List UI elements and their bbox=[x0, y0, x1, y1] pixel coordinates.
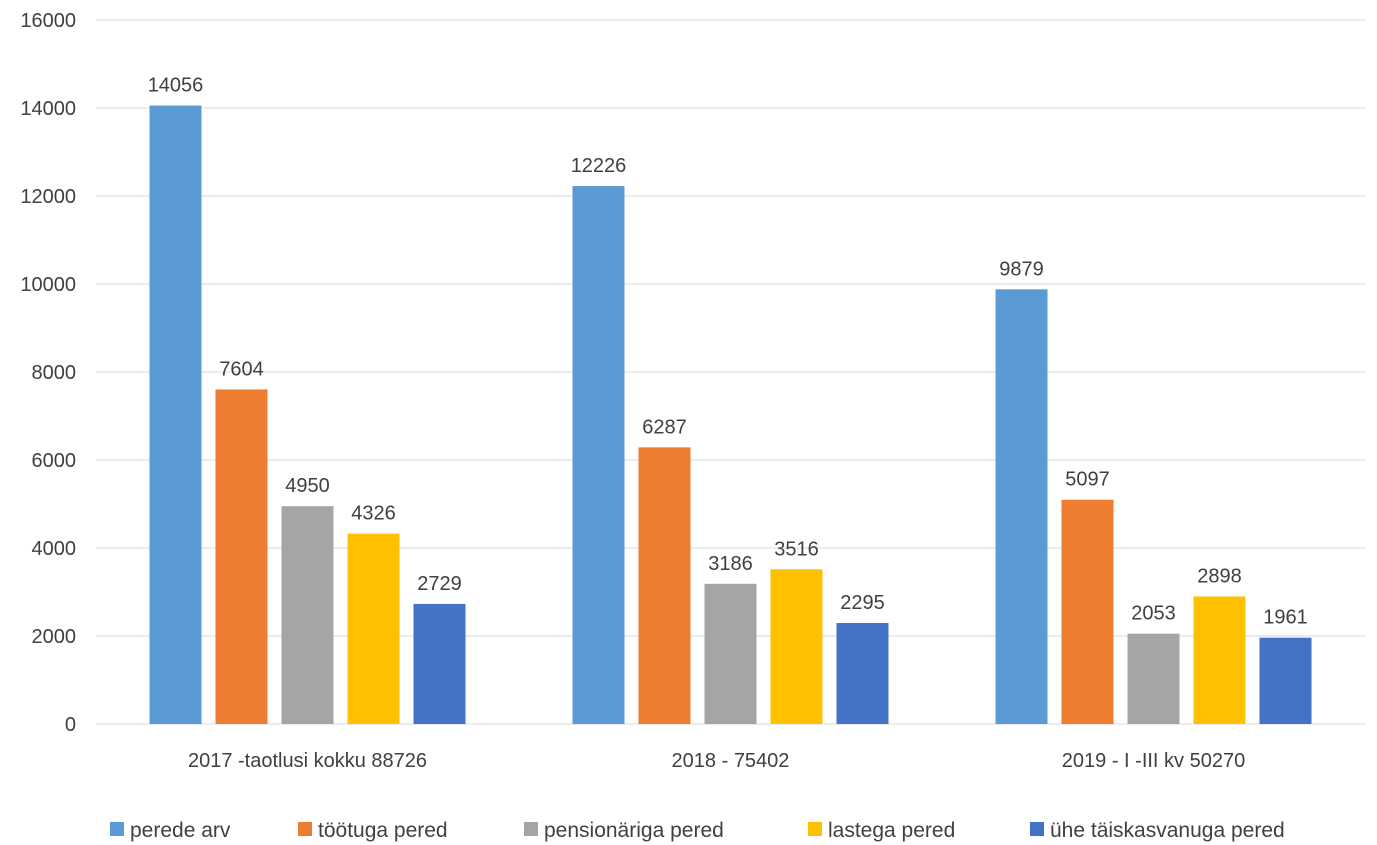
data-label: 6287 bbox=[642, 416, 687, 438]
bar bbox=[1127, 633, 1180, 724]
bar bbox=[995, 289, 1048, 724]
y-tick-label: 10000 bbox=[20, 274, 76, 296]
data-label: 12226 bbox=[571, 155, 627, 177]
x-category-label: 2019 - I -III kv 50270 bbox=[1062, 750, 1245, 772]
data-label: 4326 bbox=[351, 503, 396, 525]
legend: perede arv töötuga pered pensionäriga pere… bbox=[110, 819, 1285, 842]
data-label: 4950 bbox=[285, 475, 330, 497]
bar bbox=[770, 569, 823, 724]
x-category-label: 2017 -taotlusi kokku 88726 bbox=[188, 750, 427, 772]
bar bbox=[704, 583, 757, 724]
legend-swatch bbox=[298, 822, 312, 836]
y-tick-label: 6000 bbox=[32, 450, 77, 472]
y-tick-label: 4000 bbox=[32, 538, 77, 560]
bar bbox=[1193, 596, 1246, 724]
legend-label: ühe täiskasvanuga pered bbox=[1050, 819, 1285, 842]
legend-swatch bbox=[808, 822, 822, 836]
data-label: 14056 bbox=[148, 75, 204, 97]
y-tick-label: 16000 bbox=[20, 10, 76, 32]
y-tick-label: 2000 bbox=[32, 626, 77, 648]
bar bbox=[1061, 499, 1114, 724]
data-label: 1961 bbox=[1263, 607, 1308, 629]
legend-swatch bbox=[524, 822, 538, 836]
y-tick-label: 14000 bbox=[20, 98, 76, 120]
legend-label: lastega pered bbox=[828, 819, 955, 842]
data-label: 2295 bbox=[840, 592, 885, 614]
legend-label: perede arv bbox=[130, 819, 231, 842]
data-label: 2898 bbox=[1197, 565, 1242, 587]
data-label: 9879 bbox=[999, 258, 1044, 280]
legend-swatch bbox=[1030, 822, 1044, 836]
bar bbox=[638, 447, 691, 724]
y-axis-ticks: 0 2000 4000 6000 8000 10000 12000 14000 16000 bbox=[20, 10, 76, 736]
data-label: 3186 bbox=[708, 553, 753, 575]
data-labels: 14056 7604 4950 4326 2729 12226 6287 3186 3516 22… bbox=[148, 75, 1308, 629]
bar bbox=[149, 105, 202, 724]
bars bbox=[149, 105, 1312, 724]
bar bbox=[413, 603, 466, 724]
bar bbox=[347, 533, 400, 724]
x-axis-categories: 2017 -taotlusi kokku 88726 2018 - 75402 20… bbox=[188, 750, 1245, 772]
y-tick-label: 12000 bbox=[20, 186, 76, 208]
data-label: 7604 bbox=[219, 358, 264, 380]
bar bbox=[281, 506, 334, 724]
data-label: 2729 bbox=[417, 573, 462, 595]
y-tick-label: 8000 bbox=[32, 362, 77, 384]
legend-swatch bbox=[110, 822, 124, 836]
bar bbox=[215, 389, 268, 724]
bar bbox=[572, 186, 625, 724]
data-label: 5097 bbox=[1065, 469, 1110, 491]
bar bbox=[1259, 637, 1312, 724]
data-label: 2053 bbox=[1131, 603, 1176, 625]
legend-label: töötuga pered bbox=[318, 819, 448, 842]
data-label: 3516 bbox=[774, 538, 819, 560]
y-tick-label: 0 bbox=[65, 714, 76, 736]
bar bbox=[836, 623, 889, 724]
legend-label: pensionäriga pered bbox=[544, 819, 724, 842]
x-category-label: 2018 - 75402 bbox=[672, 750, 790, 772]
